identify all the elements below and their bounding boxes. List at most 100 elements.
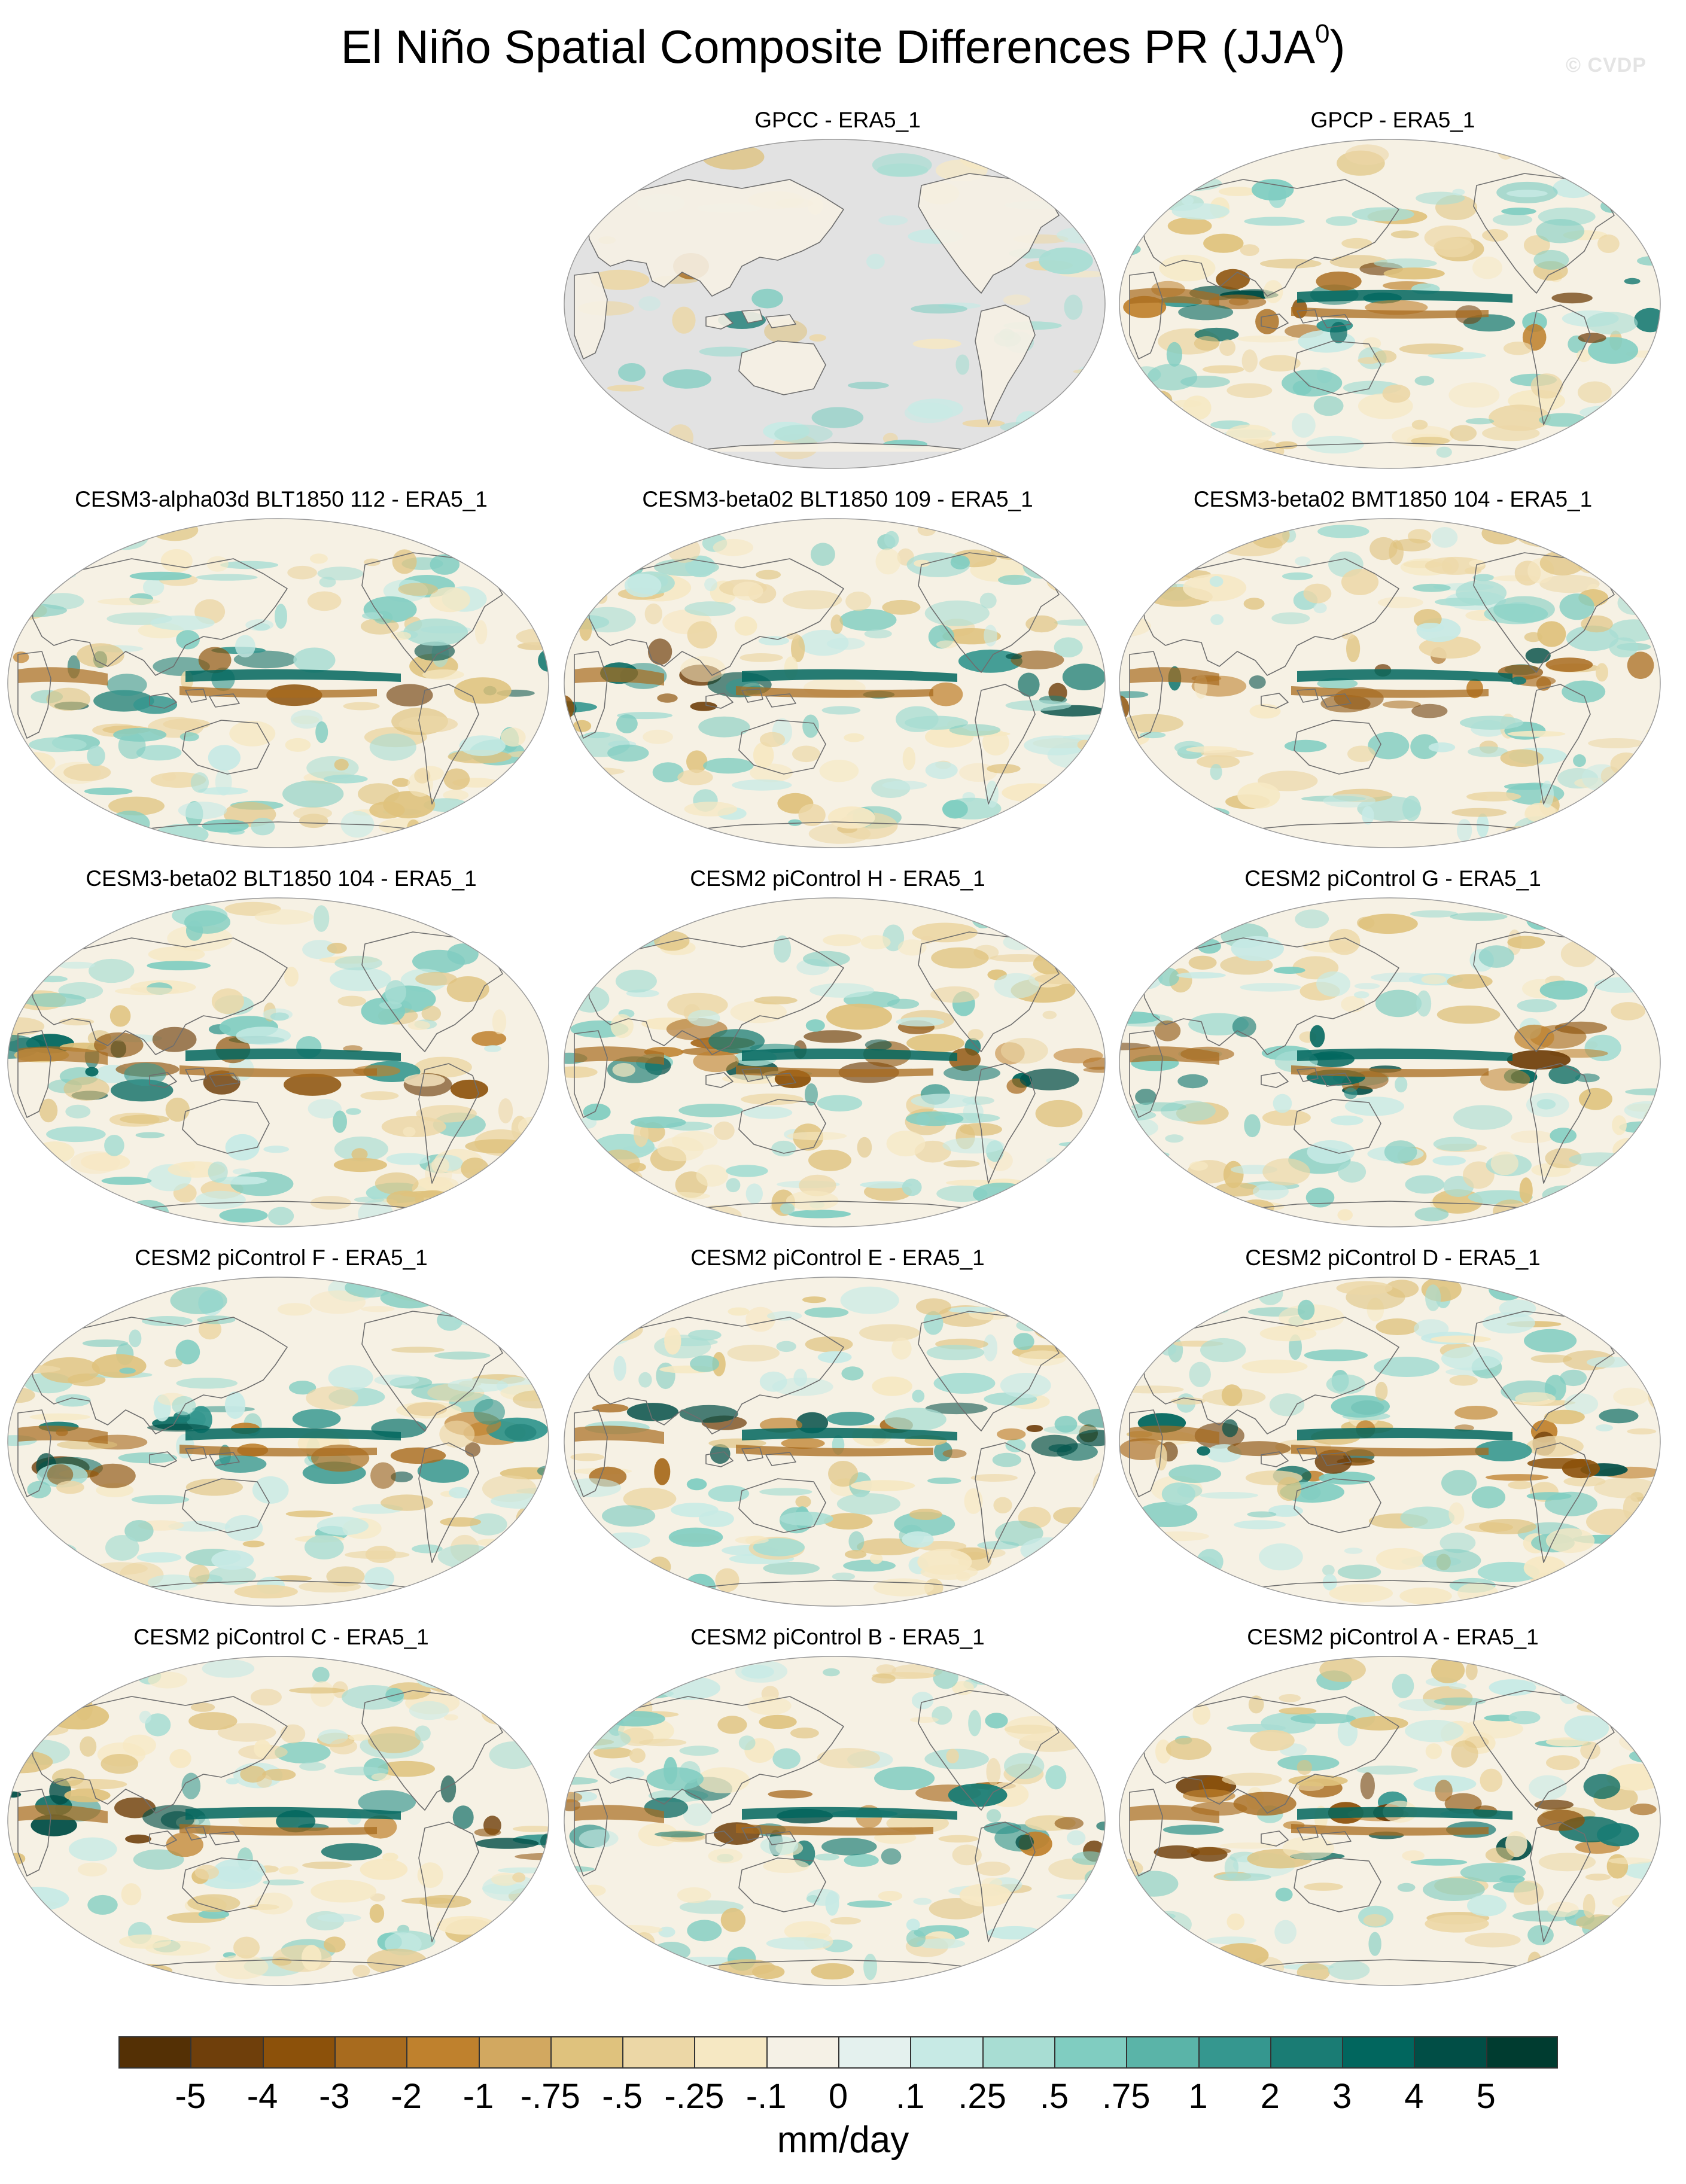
coastline-8	[1237, 1580, 1543, 1590]
colorbar-box	[478, 2036, 551, 2069]
colorbar-tick-label: 1	[1188, 2077, 1208, 2116]
figure-title: El Niño Spatial Composite Differences PR…	[340, 19, 1346, 73]
panel-title: CESM2 piControl A - ERA5_1	[1247, 1625, 1539, 1649]
coastline-1	[1261, 693, 1289, 709]
colorbar-unit-label: mm/day	[777, 2119, 909, 2161]
coastline-3	[1320, 1452, 1352, 1466]
coastline-2	[1297, 1826, 1319, 1841]
robinson-map	[564, 897, 1106, 1227]
coastline-8	[681, 821, 988, 831]
coastline-2	[741, 309, 763, 324]
coastline-1	[705, 693, 734, 709]
coastline-0	[586, 179, 844, 297]
coastline-1	[705, 1072, 734, 1088]
coastline-3	[765, 1831, 796, 1845]
coastline-1	[149, 693, 177, 709]
coastline-8	[1237, 1959, 1543, 1969]
coastline-7	[1530, 684, 1591, 805]
coastline-0	[586, 937, 844, 1055]
map-border	[1119, 897, 1661, 1227]
coastline-4	[738, 340, 826, 395]
colorbar-box	[838, 2036, 911, 2069]
map-border	[564, 1656, 1106, 1986]
coastline-2	[741, 1068, 763, 1082]
coastline-2	[185, 1826, 207, 1841]
coastline-2	[741, 1826, 763, 1841]
coastline-0	[586, 1317, 844, 1434]
map-border	[7, 1277, 549, 1607]
coastline-7	[975, 1442, 1036, 1563]
map-border	[7, 897, 549, 1227]
colorbar-box	[1414, 2036, 1487, 2069]
panel-title: CESM3-alpha03d BLT1850 112 - ERA5_1	[75, 487, 488, 511]
coastlines	[17, 931, 503, 1211]
coastline-7	[975, 1063, 1036, 1184]
colorbar-box	[190, 2036, 263, 2069]
colorbar-tick-label: -3	[319, 2077, 350, 2116]
coastline-5	[17, 651, 51, 739]
coastline-5	[1129, 1409, 1163, 1497]
coastline-0	[586, 1696, 844, 1814]
robinson-map	[564, 1656, 1106, 1986]
colorbar-box	[1126, 2036, 1199, 2069]
robinson-map	[564, 518, 1106, 848]
coastline-3	[765, 314, 796, 328]
coastline-3	[765, 693, 796, 708]
coastline-3	[209, 693, 240, 708]
coastline-8	[681, 1201, 988, 1211]
colorbar-tick-label: -1	[462, 2077, 494, 2116]
colorbar-box	[1486, 2036, 1558, 2069]
coastline-0	[1141, 179, 1399, 297]
coastline-8	[1237, 821, 1543, 831]
map-border	[564, 518, 1106, 848]
colorbar-box	[118, 2036, 191, 2069]
coastlines	[574, 173, 1060, 452]
panel-title: CESM2 piControl C - ERA5_1	[133, 1625, 429, 1649]
coastline-8	[1237, 1201, 1543, 1211]
coastline-8	[681, 1580, 988, 1590]
coastline-4	[182, 1478, 270, 1533]
coastline-5	[1129, 651, 1163, 739]
colorbar-tick-label: .75	[1101, 2077, 1151, 2116]
colorbar-box	[1198, 2036, 1271, 2069]
coastline-4	[1294, 1478, 1381, 1533]
panel-title: CESM3-beta02 BMT1850 104 - ERA5_1	[1193, 487, 1593, 511]
colorbar-tick-label: -5	[175, 2077, 206, 2116]
robinson-map	[7, 1656, 549, 1986]
panel-title: CESM2 piControl F - ERA5_1	[135, 1245, 428, 1270]
coastline-7	[975, 1821, 1036, 1942]
coastline-5	[17, 1409, 51, 1497]
robinson-map	[1119, 1656, 1661, 1986]
coastline-7	[1530, 1442, 1591, 1563]
panel-title: CESM2 piControl G - ERA5_1	[1244, 866, 1541, 891]
colorbar-box	[766, 2036, 839, 2069]
robinson-map	[7, 897, 549, 1227]
coastline-8	[681, 1959, 988, 1969]
coastline-1	[149, 1072, 177, 1088]
watermark: © CVDP	[1566, 54, 1647, 77]
coastline-3	[1320, 693, 1352, 708]
coastline-5	[17, 1789, 51, 1877]
coastline-7	[418, 684, 479, 805]
coastline-0	[1141, 1317, 1399, 1434]
coastline-7	[1530, 1821, 1591, 1942]
map-border	[7, 518, 549, 848]
coastline-0	[586, 558, 844, 676]
coastline-3	[765, 1073, 796, 1087]
coastline-2	[185, 1068, 207, 1082]
map-panel: CESM3-alpha03d BLT1850 112 - ERA5_1	[6, 486, 556, 857]
colorbar-box	[1054, 2036, 1127, 2069]
coastline-4	[738, 720, 826, 775]
coastline-0	[29, 937, 288, 1055]
panel-title: CESM3-beta02 BLT1850 109 - ERA5_1	[642, 487, 1033, 511]
colorbar-tick-label: 5	[1476, 2077, 1496, 2116]
coastline-1	[1261, 1830, 1289, 1847]
colorbar-box	[982, 2036, 1055, 2069]
coastline-8	[1237, 442, 1543, 452]
coastline-1	[1261, 1451, 1289, 1467]
panel-title: CESM2 piControl D - ERA5_1	[1245, 1245, 1541, 1270]
coastline-8	[681, 442, 988, 452]
coastline-1	[705, 313, 734, 330]
colorbar-box	[1270, 2036, 1343, 2069]
coastline-7	[975, 304, 1036, 425]
